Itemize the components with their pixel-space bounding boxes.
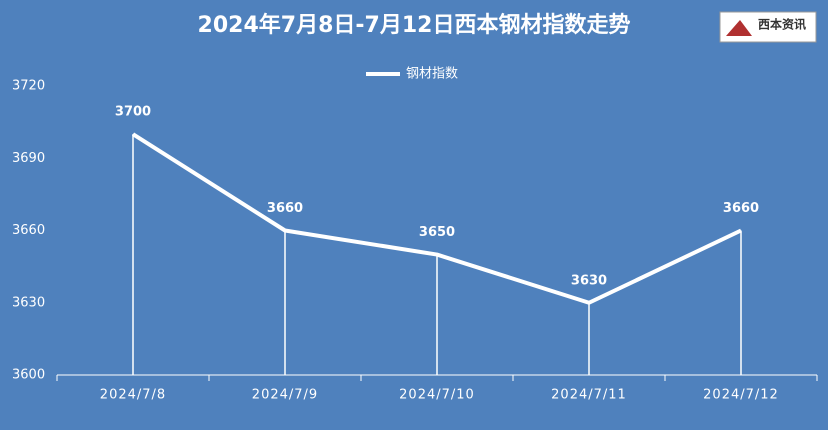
y-tick-label: 3630 <box>12 295 45 310</box>
x-tick-label: 2024/7/12 <box>703 388 779 403</box>
logo-icon <box>726 20 752 36</box>
y-tick-label: 3690 <box>12 151 45 166</box>
chart-title: 2024年7月8日-7月12日西本钢材指数走势 <box>198 12 631 38</box>
data-label: 3660 <box>723 201 759 216</box>
logo: 西本资讯 <box>719 11 817 43</box>
data-label: 3700 <box>115 105 151 120</box>
legend-label: 钢材指数 <box>406 67 458 82</box>
y-tick-label: 3660 <box>12 223 45 238</box>
y-tick-label: 3600 <box>12 368 45 383</box>
y-tick-label: 3720 <box>12 79 45 94</box>
x-tick-label: 2024/7/10 <box>399 388 475 403</box>
data-label: 3660 <box>267 201 303 216</box>
series-line <box>131 132 742 305</box>
x-tick-label: 2024/7/9 <box>252 388 318 403</box>
data-label: 3650 <box>419 225 455 240</box>
x-tick-label: 2024/7/8 <box>100 388 166 403</box>
data-label: 3630 <box>571 273 607 288</box>
logo-text: 西本资讯 <box>758 17 806 32</box>
x-tick-label: 2024/7/11 <box>551 388 627 403</box>
